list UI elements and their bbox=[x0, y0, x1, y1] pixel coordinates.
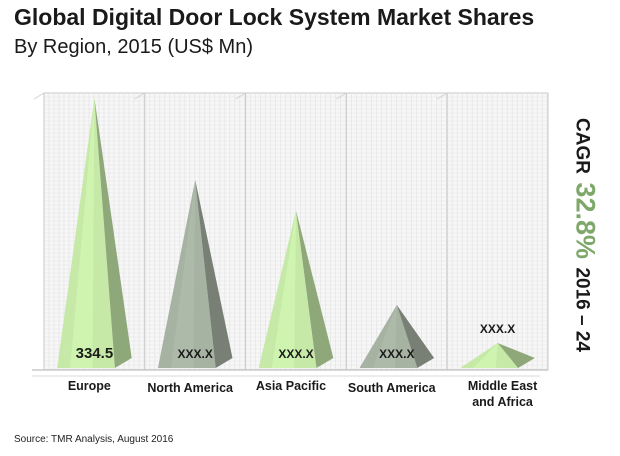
pyramid-highlight bbox=[271, 210, 296, 368]
pyramid-bar bbox=[157, 179, 233, 368]
data-label: XXX.X bbox=[480, 322, 515, 336]
pyramid-face-side bbox=[94, 98, 132, 368]
chart-title: Global Digital Door Lock System Market S… bbox=[14, 4, 535, 30]
data-label: 334.5 bbox=[76, 345, 114, 362]
data-label: XXX.X bbox=[178, 347, 213, 361]
pyramid-bar bbox=[359, 305, 435, 368]
category-label: Asia Pacific bbox=[256, 379, 326, 393]
pyramid-face-side bbox=[195, 179, 233, 368]
cagr-period: 2016 – 24 bbox=[571, 267, 593, 352]
pyramid-face-side bbox=[497, 342, 535, 368]
pyramid-highlight bbox=[70, 98, 95, 368]
source-note: Source: TMR Analysis, August 2016 bbox=[14, 434, 174, 445]
cagr-callout: CAGR 32.8% 2016 – 24 bbox=[560, 100, 610, 370]
category-label: Europe bbox=[68, 379, 111, 393]
chart-subtitle: By Region, 2015 (US$ Mn) bbox=[14, 36, 254, 58]
pyramid-bar bbox=[258, 210, 334, 368]
pyramid-highlight bbox=[170, 179, 196, 368]
pyramid-highlight bbox=[473, 342, 498, 368]
data-label: XXX.X bbox=[379, 347, 414, 361]
bars bbox=[57, 98, 535, 368]
labels: 334.5 XXX.X XXX.X XXX.X XXX.X Europe North Ame… bbox=[68, 322, 538, 409]
pyramid-bar bbox=[57, 98, 132, 368]
grid-panel bbox=[436, 92, 549, 371]
category-label: North America bbox=[147, 381, 234, 395]
data-label: XXX.X bbox=[278, 347, 313, 361]
cagr-label: CAGR bbox=[571, 118, 593, 174]
cagr-value: 32.8% bbox=[570, 182, 601, 259]
pyramid-bar bbox=[460, 342, 535, 368]
category-label: Middle East and Africa bbox=[468, 379, 538, 409]
pyramid-face-side bbox=[396, 305, 435, 368]
category-label: South America bbox=[348, 381, 437, 395]
pyramid-highlight bbox=[372, 305, 397, 368]
pyramid-face-side bbox=[296, 210, 334, 368]
